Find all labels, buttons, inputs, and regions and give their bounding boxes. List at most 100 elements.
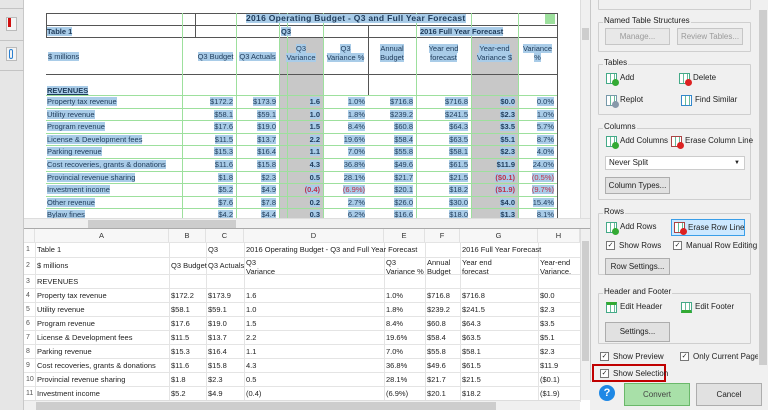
grid-cell[interactable]: $13.7	[208, 332, 227, 342]
manual-row-editing-checkbox[interactable]: ✓ Manual Row Editing	[673, 241, 758, 250]
grid-cell[interactable]: 4.3	[246, 360, 257, 370]
grid-cell[interactable]: $58.1	[171, 304, 190, 314]
grid-cell[interactable]: Q3	[208, 245, 219, 254]
row-guide-line[interactable]	[46, 170, 557, 172]
column-types-button[interactable]: Column Types...	[605, 177, 670, 194]
settings-button[interactable]: Settings...	[605, 322, 670, 342]
grid-cell[interactable]: $11.6	[171, 360, 190, 370]
table-handle[interactable]	[545, 14, 555, 24]
grid-cell[interactable]: 2016 Full Year Forecast	[462, 245, 542, 254]
column-guide-line[interactable]	[323, 13, 324, 218]
attachment-icon[interactable]	[6, 47, 17, 61]
grid-cell[interactable]: ($0.1)	[540, 374, 560, 384]
add-table-button[interactable]: Add	[606, 71, 634, 86]
grid-cell[interactable]: $3.5	[540, 318, 555, 328]
grid-cell[interactable]: Table 1	[37, 245, 62, 254]
grid-horizontal-scrollbar[interactable]	[24, 400, 580, 410]
grid-cell[interactable]: $61.5	[462, 360, 481, 370]
row-guide-line[interactable]	[46, 145, 557, 147]
grid-cell[interactable]: $58.1	[462, 346, 481, 356]
add-columns-button[interactable]: Add Columns	[606, 134, 668, 149]
grid-cell[interactable]: $2.3	[540, 304, 555, 314]
grid-cell[interactable]: 28.1%	[386, 374, 408, 384]
column-guide-line[interactable]	[236, 13, 237, 218]
row-guide-line[interactable]	[46, 132, 557, 134]
preview-vertical-scrollbar[interactable]	[580, 0, 590, 218]
column-letter-H[interactable]: H	[538, 229, 580, 242]
grid-cell[interactable]: Q3 Variance	[246, 258, 276, 276]
grid-cell[interactable]: $16.4	[208, 346, 227, 356]
panel-scrollbar[interactable]	[758, 0, 768, 382]
grid-cell[interactable]: $19.0	[208, 318, 227, 328]
row-guide-line[interactable]	[46, 208, 557, 210]
grid-cell[interactable]: 1.6	[246, 290, 257, 300]
find-similar-button[interactable]: Find Similar	[681, 93, 737, 107]
extracted-data-grid[interactable]: A B C D E F G H 1 Table 1 Q3 2016 Operating Budget …	[24, 228, 590, 410]
only-current-page-checkbox[interactable]: ✓ Only Current Page	[680, 352, 760, 361]
add-rows-button[interactable]: Add Rows	[606, 220, 656, 235]
grid-cell[interactable]: $0.0	[540, 290, 555, 300]
grid-cell[interactable]: 7.0%	[386, 346, 404, 356]
column-letter-E[interactable]: E	[384, 229, 425, 242]
column-letter-A[interactable]: A	[35, 229, 169, 242]
delete-table-button[interactable]: Delete	[679, 71, 716, 86]
grid-cell[interactable]: $172.2	[171, 290, 194, 300]
grid-cell[interactable]: $63.5	[462, 332, 481, 342]
grid-cell[interactable]: $55.8	[427, 346, 446, 356]
column-guide-line[interactable]	[416, 13, 417, 218]
grid-cell[interactable]: $11.9	[540, 360, 559, 370]
edit-footer-button[interactable]: Edit Footer	[681, 300, 734, 314]
grid-cell[interactable]: Annual Budget	[427, 258, 451, 276]
grid-cell[interactable]: $64.3	[462, 318, 481, 328]
grid-cell[interactable]: $239.2	[427, 304, 450, 314]
preview-horizontal-scrollbar[interactable]	[24, 218, 590, 228]
column-guide-line[interactable]	[518, 13, 519, 218]
grid-cell[interactable]: $716.8	[427, 290, 450, 300]
grid-cell[interactable]: $241.5	[462, 304, 485, 314]
edit-header-button[interactable]: Edit Header	[606, 300, 662, 314]
grid-cell[interactable]: $21.7	[427, 374, 446, 384]
column-letter-G[interactable]: G	[460, 229, 538, 242]
erase-row-line-button[interactable]: Erase Row Line	[671, 219, 745, 236]
grid-cell[interactable]: Provincial revenue sharing	[37, 374, 126, 384]
grid-cell[interactable]: $4.9	[208, 388, 223, 398]
grid-cell[interactable]: $ millions	[37, 261, 69, 270]
grid-cell[interactable]: Q3 Variance %	[386, 258, 424, 276]
grid-cell[interactable]: $60.8	[427, 318, 446, 328]
split-dropdown[interactable]: Never Split ▼	[605, 156, 745, 170]
grid-cell[interactable]: $15.8	[208, 360, 227, 370]
grid-cell[interactable]: $2.3	[540, 346, 555, 356]
show-selection-checkbox[interactable]: ✓ Show Selection	[592, 364, 668, 382]
grid-cell[interactable]: (0.4)	[246, 388, 262, 398]
row-settings-button[interactable]: Row Settings...	[605, 258, 670, 275]
grid-cell[interactable]: License & Development fees	[37, 332, 133, 342]
grid-cell[interactable]: ($1.9)	[540, 388, 560, 398]
grid-cell[interactable]: $11.5	[171, 332, 190, 342]
grid-cell[interactable]: 2.2	[246, 332, 257, 342]
cancel-button[interactable]: Cancel	[696, 383, 762, 406]
show-preview-checkbox[interactable]: ✓ Show Preview	[600, 352, 664, 361]
grid-cell[interactable]: Property tax revenue	[37, 290, 107, 300]
grid-cell[interactable]: REVENUES	[37, 276, 79, 286]
grid-cell[interactable]: 1.8%	[386, 304, 404, 314]
column-letter-B[interactable]: B	[169, 229, 206, 242]
grid-cell[interactable]: $21.5	[462, 374, 481, 384]
grid-vertical-scrollbar[interactable]	[580, 229, 590, 400]
grid-cell[interactable]: Utility revenue	[37, 304, 85, 314]
grid-cell[interactable]: (6.9%)	[386, 388, 409, 398]
grid-cell[interactable]: 2016 Operating Budget - Q3 and Full Year…	[246, 245, 418, 254]
row-guide-line[interactable]	[46, 158, 557, 159]
grid-cell[interactable]: Year-end Variance.	[540, 258, 572, 276]
pdf-preview[interactable]: 2016 Operating Budget - Q3 and Full Year…	[24, 0, 580, 218]
grid-cell[interactable]: 1.1	[246, 346, 257, 356]
grid-cell[interactable]: $173.9	[208, 290, 231, 300]
grid-cell[interactable]: 1.0%	[386, 290, 404, 300]
column-guide-line[interactable]	[471, 13, 472, 218]
grid-cell[interactable]: $15.3	[171, 346, 190, 356]
grid-cell[interactable]: $20.1	[427, 388, 446, 398]
column-letter-C[interactable]: C	[206, 229, 244, 242]
column-guide-line[interactable]	[279, 13, 280, 218]
grid-cell[interactable]: Year end forecast	[462, 258, 492, 276]
convert-button[interactable]: Convert	[624, 383, 690, 406]
grid-cell[interactable]: Investment income	[37, 388, 100, 398]
